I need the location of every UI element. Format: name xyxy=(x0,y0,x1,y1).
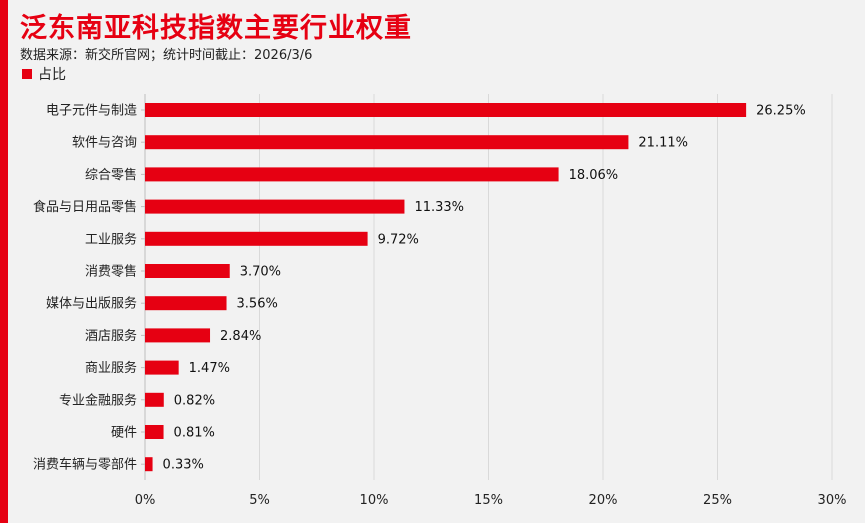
chart-legend: 占比 xyxy=(22,64,66,84)
data-label: 1.47% xyxy=(189,361,230,376)
bar xyxy=(145,360,179,375)
category-label: 消费零售 xyxy=(85,264,137,280)
data-label: 11.33% xyxy=(414,200,464,215)
bar xyxy=(145,135,629,150)
x-tick-label: 30% xyxy=(818,493,847,508)
page-title: 泛东南亚科技指数主要行业权重 xyxy=(20,13,412,44)
bar xyxy=(145,264,230,278)
category-label: 硬件 xyxy=(111,426,137,441)
x-tick-label: 5% xyxy=(249,493,270,508)
category-label: 商业服务 xyxy=(85,360,137,376)
category-label: 软件与咨询 xyxy=(72,136,137,151)
bar xyxy=(145,103,747,117)
x-tick-label: 0% xyxy=(135,493,156,508)
category-label: 酒店服务 xyxy=(85,328,137,344)
bar xyxy=(145,296,227,311)
category-label: 专业金融服务 xyxy=(59,392,137,408)
category-label: 食品与日用品零售 xyxy=(33,199,137,215)
bar xyxy=(145,199,405,214)
data-label: 26.25% xyxy=(756,104,806,119)
accent-bar xyxy=(0,0,8,523)
data-label: 21.11% xyxy=(638,136,688,151)
category-label: 工业服务 xyxy=(85,231,137,247)
legend-label: 占比 xyxy=(38,67,66,83)
x-tick-label: 25% xyxy=(703,493,732,508)
data-label: 18.06% xyxy=(569,168,619,183)
category-label: 媒体与出版服务 xyxy=(46,296,137,312)
category-label: 综合零售 xyxy=(85,167,137,183)
legend-swatch xyxy=(22,69,32,79)
bar xyxy=(145,392,164,407)
x-tick-label: 15% xyxy=(474,493,503,508)
data-label: 3.56% xyxy=(237,297,278,312)
bar xyxy=(145,425,164,439)
category-label: 电子元件与制造 xyxy=(46,104,137,119)
bar xyxy=(145,167,559,182)
bar xyxy=(145,231,368,246)
page-subtitle: 数据来源：新交所官网；统计时间截止：2026/3/6 xyxy=(20,48,313,63)
x-tick-label: 20% xyxy=(589,493,618,508)
data-label: 0.82% xyxy=(174,393,215,408)
category-label: 消费车辆与零部件 xyxy=(33,457,137,473)
data-label: 0.81% xyxy=(174,426,215,441)
data-label: 3.70% xyxy=(240,265,281,280)
data-label: 2.84% xyxy=(220,329,261,344)
bar xyxy=(145,457,153,472)
data-label: 0.33% xyxy=(163,458,204,473)
x-tick-label: 10% xyxy=(360,493,389,508)
bar xyxy=(145,328,211,343)
data-label: 9.72% xyxy=(378,232,419,247)
